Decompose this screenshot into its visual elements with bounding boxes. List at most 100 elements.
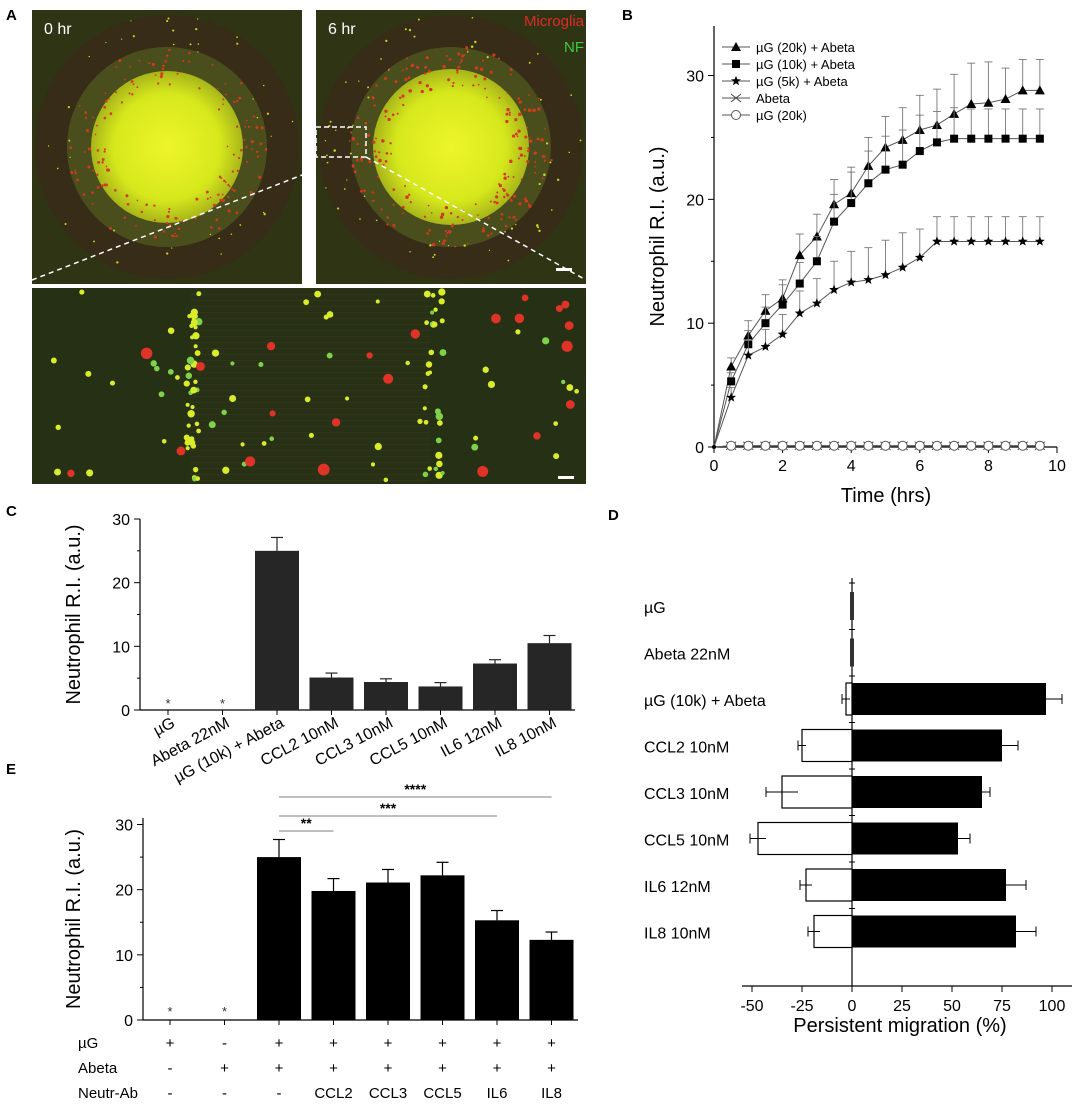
panel-label-d: D [608, 507, 619, 524]
cell-dot [401, 205, 405, 209]
neutrophil-dot [422, 471, 429, 478]
cell-dot [178, 220, 181, 223]
cell-dot [115, 65, 118, 68]
cell-dot [514, 118, 518, 122]
neutrophil-dot [482, 366, 489, 373]
cell-dot [508, 159, 513, 164]
category-label: CCL2 10nM [644, 740, 729, 757]
cell-dot [427, 69, 432, 73]
cell-dot [138, 59, 141, 62]
cell-dot [463, 54, 466, 57]
cell-dot [461, 219, 464, 222]
cell-dot [350, 131, 353, 134]
cell-dot [514, 132, 518, 136]
cell-dot [495, 195, 499, 199]
cell-dot [496, 191, 499, 194]
neutrophil-dot [185, 446, 190, 451]
cell-dot [189, 43, 192, 46]
cell-dot [570, 94, 573, 97]
cell-dot [47, 145, 50, 147]
cell-dot [544, 127, 546, 130]
cell-dot [291, 120, 294, 123]
cell-dot [164, 60, 167, 63]
cell-dot [325, 187, 327, 189]
cell-dot [549, 161, 552, 164]
cell-dot [195, 197, 199, 201]
cell-dot [394, 80, 398, 84]
cell-dot [373, 150, 376, 153]
cell-dot [222, 103, 224, 106]
bar-positive [852, 869, 1006, 901]
neutrophil-dot [186, 356, 195, 365]
scale-bar [558, 476, 574, 479]
panel-label-a: A [6, 7, 17, 24]
cell-dot [503, 195, 506, 199]
bar-annotation: * [220, 696, 225, 711]
microglia-dot [196, 362, 205, 371]
cell-dot [123, 78, 126, 81]
cell-dot [140, 210, 144, 214]
cell-dot [538, 229, 541, 233]
x-tick-label: 0 [848, 998, 857, 1015]
x-tick-label: 50 [943, 998, 961, 1015]
cell-dot [500, 218, 503, 221]
neutrophil-dot [542, 337, 550, 345]
cell-dot [541, 177, 544, 180]
cell-dot [121, 38, 123, 40]
bar-positive [852, 822, 958, 855]
neutrophil-dot [383, 477, 389, 483]
cell-dot [433, 253, 436, 256]
cell-dot [550, 209, 553, 211]
cell-dot [386, 223, 389, 226]
panel-a: A 0 hr 6 hr Microglia NF [6, 7, 587, 484]
cell-dot [217, 108, 221, 111]
cell-dot [482, 59, 485, 62]
cell-dot [492, 53, 496, 57]
cell-dot [92, 116, 95, 119]
data-point-triangle [731, 42, 741, 51]
cell-dot [224, 82, 227, 85]
cell-dot [246, 160, 249, 163]
bar-positive [852, 729, 1002, 762]
data-point-star [897, 262, 908, 272]
microchamber-core [373, 69, 529, 225]
neutrophil-dot [566, 384, 574, 391]
neutrophil-dot [109, 380, 116, 386]
cell-dot [236, 169, 240, 173]
data-point-square [1001, 134, 1010, 143]
cell-dot [479, 67, 484, 72]
microglia-dot [521, 294, 529, 302]
cell-dot [363, 195, 366, 198]
y-tick-label: 10 [112, 639, 130, 656]
cell-dot [260, 126, 264, 130]
neutrophil-dot [425, 361, 433, 368]
cell-dot [518, 202, 522, 206]
microglia-dot [176, 446, 186, 456]
hbar-chart-d: -50 -25 0 25 50 75 100 Persistent migration (%)… [644, 578, 1072, 1037]
cell-dot [518, 146, 523, 151]
data-point-square [1018, 134, 1027, 143]
neutrophil-dot [303, 299, 310, 306]
cell-dot [543, 173, 546, 176]
neutrophil-dot [86, 469, 94, 477]
cell-dot [367, 96, 370, 99]
time-label-6hr: 6 hr [328, 21, 356, 38]
cell-dot [512, 194, 517, 198]
neutrophil-dot [439, 318, 445, 324]
data-point-triangle [726, 361, 737, 371]
cell-dot [424, 72, 427, 75]
legend-label: µG (10k) + Abeta [756, 57, 856, 72]
cell-dot [392, 203, 395, 206]
microglia-dot [410, 329, 420, 339]
legend-label: µG (5k) + Abeta [756, 74, 848, 89]
condition-cell: + [329, 1060, 338, 1077]
x-tick-label: 100 [1039, 998, 1066, 1015]
y-axis-label: Neutrophil R.I. (a.u.) [63, 829, 85, 1009]
panel-b: B 0 10 20 30 0 2 4 6 8 10 Time (hrs) Neutrophil R.I… [622, 7, 1066, 507]
cell-dot [215, 218, 219, 222]
y-tick-label: 30 [112, 512, 130, 529]
cell-dot [87, 165, 91, 169]
cell-dot [76, 178, 79, 182]
cell-dot [168, 83, 171, 86]
